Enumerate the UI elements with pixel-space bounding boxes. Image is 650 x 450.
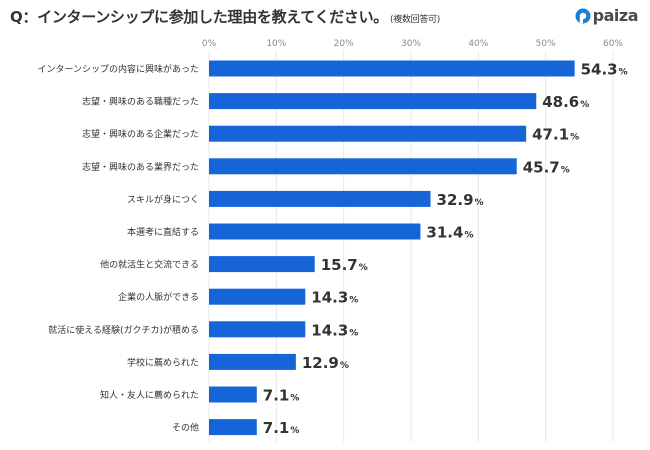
bar <box>209 353 296 370</box>
value-unit: % <box>359 263 368 273</box>
x-tick-label: 0% <box>202 39 217 49</box>
value-label: 7.1% <box>263 387 300 405</box>
value-unit: % <box>340 361 349 371</box>
paiza-logo: paiza <box>575 6 639 25</box>
x-tick-label: 50% <box>536 39 556 49</box>
value-label: 48.6% <box>542 93 589 111</box>
value-labels: 54.3%48.6%47.1%45.7%32.9%31.4%15.7%14.3%… <box>263 61 628 438</box>
category-label: その他 <box>172 422 199 434</box>
category-label: 本選考に直結する <box>127 226 199 238</box>
value-label: 54.3% <box>581 61 628 79</box>
bar <box>209 190 431 207</box>
bar <box>209 321 306 338</box>
category-label: 志望・興味のある職種だった <box>82 96 199 108</box>
category-label: スキルが身につく <box>127 193 199 205</box>
value-label: 12.9% <box>302 354 349 372</box>
value-unit: % <box>619 68 628 78</box>
value-number: 48.6 <box>542 93 579 111</box>
category-labels: インターンシップの内容に興味があった志望・興味のある職種だった志望・興味のある企… <box>37 63 199 434</box>
bar <box>209 60 575 77</box>
value-label: 15.7% <box>321 256 368 274</box>
value-number: 31.4 <box>426 224 463 242</box>
category-label: 企業の人脈ができる <box>118 291 199 303</box>
value-label: 31.4% <box>426 224 473 242</box>
value-label: 14.3% <box>311 289 358 307</box>
bar <box>209 419 257 436</box>
x-tick-label: 40% <box>468 39 488 49</box>
bar <box>209 125 527 142</box>
value-label: 14.3% <box>311 321 358 339</box>
x-tick-label: 30% <box>401 39 421 49</box>
value-unit: % <box>464 231 473 241</box>
value-number: 14.3 <box>311 321 348 339</box>
value-unit: % <box>580 100 589 110</box>
x-tick-label: 60% <box>603 39 623 49</box>
value-unit: % <box>290 394 299 404</box>
chart-title-note: (複数回答可) <box>390 15 440 25</box>
value-label: 45.7% <box>523 158 570 176</box>
x-tick-label: 20% <box>334 39 354 49</box>
grid-lines <box>208 50 614 442</box>
value-unit: % <box>349 328 358 338</box>
chart-title: Q：インターンシップに参加した理由を教えてください。 (複数回答可) <box>10 6 440 27</box>
value-number: 7.1 <box>263 419 290 437</box>
value-label: 7.1% <box>263 419 300 437</box>
bar <box>209 223 421 240</box>
value-number: 12.9 <box>302 354 339 372</box>
value-number: 15.7 <box>321 256 358 274</box>
category-label: 志望・興味のある企業だった <box>82 128 199 140</box>
value-unit: % <box>570 133 579 143</box>
value-unit: % <box>290 426 299 436</box>
category-label: 就活に使える経験(ガクチカ)が積める <box>48 324 199 336</box>
category-label: 他の就活生と交流できる <box>100 259 199 271</box>
value-number: 47.1 <box>532 126 569 144</box>
value-number: 45.7 <box>523 158 560 176</box>
value-number: 32.9 <box>437 191 474 209</box>
value-number: 7.1 <box>263 387 290 405</box>
category-label: 知人・友人に薦められた <box>100 389 199 401</box>
category-label: インターンシップの内容に興味があった <box>37 63 199 75</box>
x-axis-ticks: 0% 10% 20% 30% 40% 50% 60% <box>202 39 624 49</box>
value-label: 32.9% <box>437 191 484 209</box>
chart-title-main: Q：インターンシップに参加した理由を教えてください。 <box>10 8 389 26</box>
value-number: 54.3 <box>581 61 618 79</box>
value-unit: % <box>475 198 484 208</box>
value-unit: % <box>349 296 358 306</box>
bar <box>209 256 315 273</box>
paiza-logo-text: paiza <box>592 6 639 25</box>
category-label: 学校に薦められた <box>127 356 199 368</box>
value-label: 47.1% <box>532 126 579 144</box>
value-unit: % <box>561 165 570 175</box>
bar <box>209 386 257 403</box>
bars <box>209 60 575 436</box>
x-tick-label: 10% <box>266 39 286 49</box>
value-number: 14.3 <box>311 289 348 307</box>
paiza-logo-icon <box>575 8 591 23</box>
bar <box>209 158 517 175</box>
category-label: 志望・興味のある業界だった <box>82 161 199 173</box>
bar <box>209 288 306 305</box>
bar <box>209 93 537 110</box>
